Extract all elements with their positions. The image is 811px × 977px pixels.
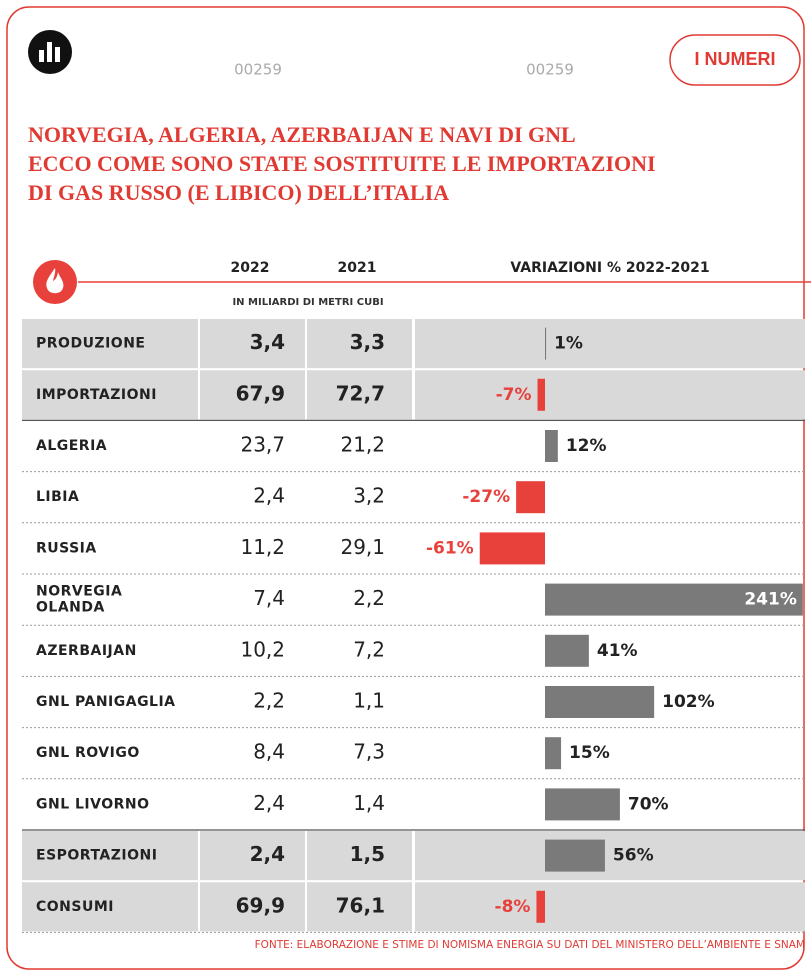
column-header: VARIAZIONI % 2022-2021 <box>510 260 709 276</box>
row-label: CONSUMI <box>36 899 114 915</box>
row-label: NORVEGIA <box>36 584 122 600</box>
row-label: LIBIA <box>36 489 79 505</box>
value-2021: 3,2 <box>353 484 385 508</box>
chart-icon <box>28 30 72 74</box>
variation-bar <box>545 327 547 360</box>
row-label: PRODUZIONE <box>36 336 145 352</box>
variation-bar <box>545 583 803 616</box>
variation-bar <box>537 378 545 411</box>
row-background <box>307 831 412 881</box>
row-background <box>22 319 198 369</box>
value-2022: 23,7 <box>240 433 285 457</box>
variation-label: -7% <box>496 385 532 405</box>
value-2021: 29,1 <box>340 535 385 559</box>
variation-bar <box>545 839 605 872</box>
row-background <box>200 319 305 369</box>
variation-bar <box>545 737 562 770</box>
title-line: ECCO COME SONO STATE SOSTITUITE LE IMPOR… <box>28 151 656 176</box>
title-line: DI GAS RUSSO (E LIBICO) DELL’ITALIA <box>28 180 449 205</box>
row-background <box>200 882 305 932</box>
row-label: OLANDA <box>36 600 105 616</box>
row-label: IMPORTAZIONI <box>36 387 157 403</box>
value-2021: 3,3 <box>350 330 385 354</box>
row-background <box>22 831 198 881</box>
badge-frame <box>669 34 801 86</box>
row-background <box>22 882 198 932</box>
column-header: 2022 <box>231 260 270 276</box>
value-2021: 21,2 <box>340 433 385 457</box>
variation-label: 15% <box>569 743 610 763</box>
row-background <box>307 370 412 420</box>
row-label: AZERBAIJAN <box>36 643 137 659</box>
row-background <box>307 319 412 369</box>
value-2021: 1,1 <box>353 689 385 713</box>
value-2022: 2,4 <box>250 842 285 866</box>
variation-label: 41% <box>597 641 638 661</box>
row-label: GNL PANIGAGLIA <box>36 694 176 710</box>
variation-label: 1% <box>554 334 583 354</box>
row-background <box>415 370 805 420</box>
row-background <box>307 882 412 932</box>
variation-bar <box>479 532 545 565</box>
value-2021: 7,3 <box>353 740 385 764</box>
variation-label: -61% <box>426 538 474 558</box>
variation-label: -27% <box>462 487 510 507</box>
value-2022: 69,9 <box>236 893 285 917</box>
fire-icon <box>33 260 77 304</box>
value-2022: 67,9 <box>236 381 285 405</box>
variation-label: 56% <box>613 846 654 866</box>
value-2022: 3,4 <box>250 330 285 354</box>
variation-label: -8% <box>495 897 531 917</box>
value-2021: 1,5 <box>350 842 385 866</box>
variation-label: 241% <box>744 590 797 610</box>
value-2022: 10,2 <box>240 637 285 661</box>
row-label: GNL ROVIGO <box>36 745 140 761</box>
column-header: 2021 <box>338 260 377 276</box>
row-background <box>200 831 305 881</box>
code: 00259 <box>234 61 282 79</box>
value-2022: 2,4 <box>253 484 285 508</box>
badge: I NUMERI <box>695 49 776 69</box>
row-label: GNL LIVORNO <box>36 796 150 812</box>
row-label: ESPORTAZIONI <box>36 848 157 864</box>
value-2022: 2,4 <box>253 791 285 815</box>
value-2021: 7,2 <box>353 637 385 661</box>
value-2022: 2,2 <box>253 689 285 713</box>
variation-bar <box>545 634 589 667</box>
row-background <box>22 370 198 420</box>
row-background <box>415 319 805 369</box>
value-2021: 1,4 <box>353 791 385 815</box>
row-label: RUSSIA <box>36 540 97 556</box>
row-label: ALGERIA <box>36 438 107 454</box>
row-background <box>415 882 805 932</box>
variation-bar <box>545 788 620 821</box>
variation-label: 102% <box>662 692 715 712</box>
title-line: NORVEGIA, ALGERIA, AZERBAIJAN E NAVI DI … <box>28 122 576 147</box>
row-background <box>200 370 305 420</box>
variation-bar <box>545 430 558 462</box>
code: 00259 <box>526 61 574 79</box>
value-2022: 11,2 <box>240 535 285 559</box>
variation-bar <box>536 890 545 923</box>
card <box>6 6 805 970</box>
value-2021: 76,1 <box>336 893 385 917</box>
variation-label: 70% <box>628 794 669 814</box>
value-2022: 8,4 <box>253 740 285 764</box>
value-2021: 72,7 <box>336 381 385 405</box>
variation-bar <box>516 481 545 514</box>
variation-label: 12% <box>566 436 607 456</box>
variation-bar <box>545 686 655 718</box>
unit: IN MILIARDI DI METRI CUBI <box>232 297 383 308</box>
value-2022: 7,4 <box>253 586 285 610</box>
row-background <box>415 831 805 881</box>
source: FONTE: ELABORAZIONE E STIME DI NOMISMA E… <box>255 939 805 951</box>
value-2021: 2,2 <box>353 586 385 610</box>
